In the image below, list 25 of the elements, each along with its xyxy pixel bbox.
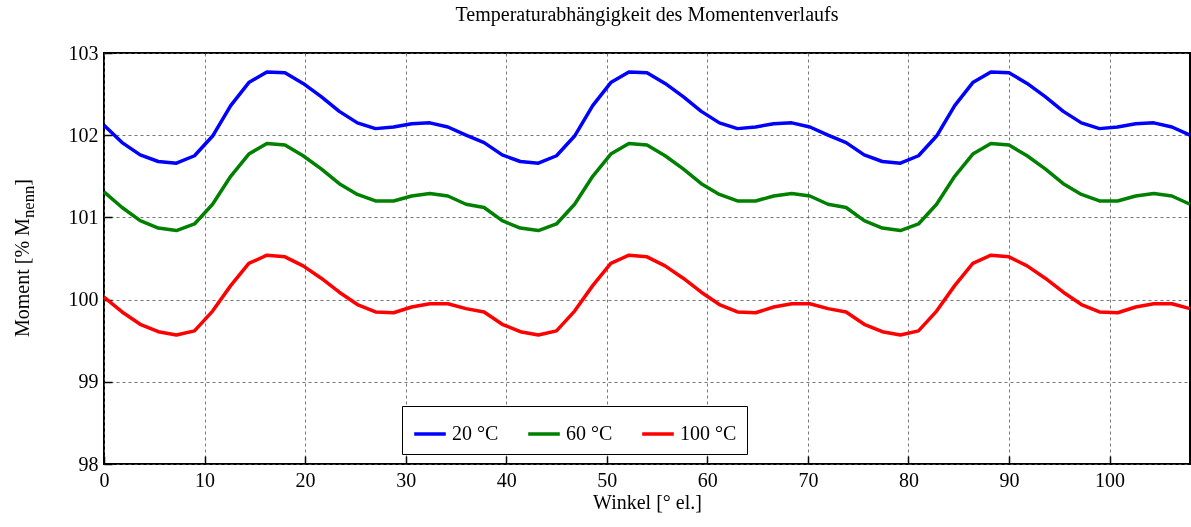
chart-title: Temperaturabhängigkeit des Momentenverlaufs bbox=[455, 3, 839, 26]
x-tick-label: 70 bbox=[798, 468, 819, 491]
y-tick-label: 103 bbox=[68, 41, 99, 64]
x-axis-title: Winkel [° el.] bbox=[593, 490, 702, 513]
x-tick-label: 0 bbox=[99, 468, 110, 491]
legend-label: 60 °C bbox=[566, 422, 613, 444]
x-tick-label: 80 bbox=[898, 468, 919, 491]
line-series bbox=[102, 70, 1191, 165]
x-tick-label: 30 bbox=[396, 468, 417, 491]
x-tick-label: 60 bbox=[697, 468, 718, 491]
legend-label: 20 °C bbox=[452, 422, 499, 444]
y-tick-label: 98 bbox=[78, 452, 99, 475]
x-tick-label: 50 bbox=[597, 468, 618, 491]
x-tick-label: 40 bbox=[496, 468, 517, 491]
x-tick-label: 20 bbox=[295, 468, 316, 491]
y-tick-label: 102 bbox=[68, 123, 99, 146]
line-series bbox=[102, 141, 1191, 233]
line-series bbox=[102, 253, 1191, 337]
x-tick-label: 90 bbox=[999, 468, 1020, 491]
x-tick-label: 10 bbox=[195, 468, 216, 491]
x-tick-label: 100 bbox=[1095, 468, 1126, 491]
legend-label: 100 °C bbox=[680, 422, 737, 444]
y-tick-label: 100 bbox=[68, 288, 99, 311]
y-tick-label: 99 bbox=[78, 370, 99, 393]
y-tick-label: 101 bbox=[68, 205, 99, 228]
